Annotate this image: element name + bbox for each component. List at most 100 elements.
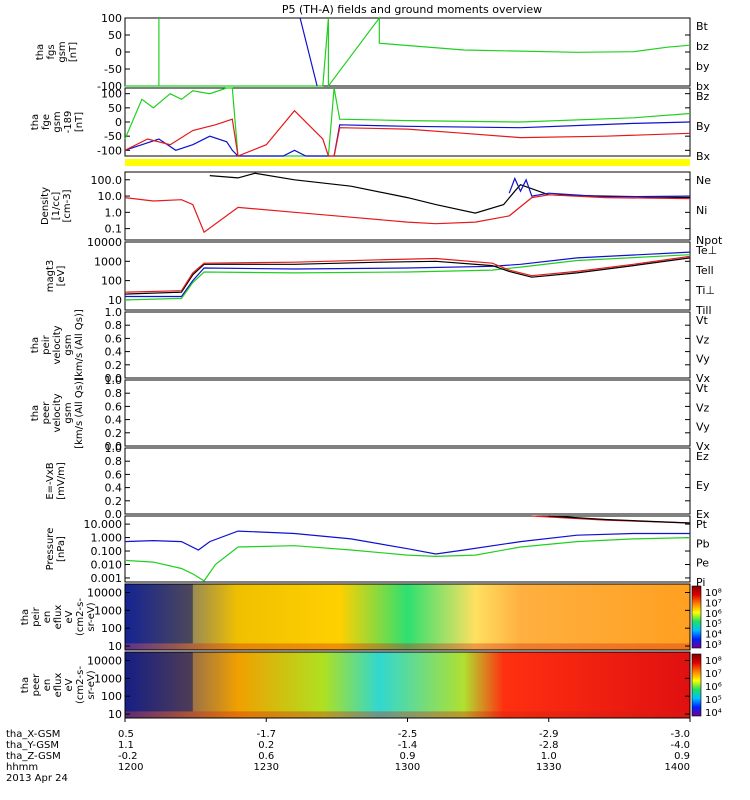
- y-tick-label: 50: [108, 102, 122, 115]
- legend-Vz: Vz: [696, 333, 710, 346]
- axis-row-value: -2.5: [398, 729, 418, 740]
- series-line-Npot: [508, 176, 691, 198]
- axis-row-value: -2.8: [539, 740, 559, 751]
- series-line-Te⊥: [124, 255, 691, 293]
- y-tick-label: 0.001: [91, 572, 123, 585]
- y-tick-label: 50: [108, 29, 122, 42]
- y-tick-label: 0.0: [105, 440, 123, 453]
- axis-row-value: -4.0: [670, 740, 690, 751]
- y-axis-label: [nT]: [74, 112, 85, 132]
- y-axis-label: tha: [30, 337, 41, 353]
- axis-row-value: 0.6: [258, 751, 274, 762]
- y-axis-label: en: [42, 679, 53, 692]
- axis-row-label: hhmm: [6, 762, 38, 773]
- series-line-Ne: [124, 194, 691, 234]
- y-axis-label: [km/s (All Qs)]: [74, 377, 85, 449]
- series-line-Tell: [124, 257, 691, 295]
- y-axis-label: [1/cc]: [51, 192, 62, 221]
- y-axis-label: -189: [63, 111, 74, 134]
- y-axis-label: peir: [41, 334, 52, 354]
- y-tick-label: 0: [115, 46, 122, 59]
- colorbar-tick-label: 10⁷: [705, 669, 722, 680]
- legend-Npot: Npot: [696, 234, 723, 247]
- y-axis-label: eflux: [53, 605, 64, 630]
- panel-fgs: 100 50 0 -50 -100 tha fgs gsm [nT] Bt bz by bx: [35, 12, 710, 93]
- legend-Vx: Vx: [696, 440, 711, 453]
- y-axis-label: gsm: [63, 334, 74, 355]
- colorbar-tick-label: 10⁴: [705, 630, 722, 641]
- y-tick-label: 10: [108, 708, 122, 721]
- y-tick-label: 10000: [87, 236, 122, 249]
- y-axis-label: en: [42, 611, 53, 624]
- series-line-Ni: [209, 172, 691, 214]
- y-tick-label: 0.4: [105, 482, 123, 495]
- panel-frame: [124, 87, 691, 157]
- axis-row-value: 0.9: [674, 751, 690, 762]
- time-axis: tha_X-GSM 0.5 -1.7 -2.5 -2.9 -3.0 tha_Y-GSM 1.1…: [6, 718, 691, 784]
- legend-Pt: Pt: [696, 518, 708, 531]
- y-tick-label: 0.0: [105, 508, 123, 521]
- y-axis-label: magt3: [45, 260, 56, 293]
- axis-row-value: 0.9: [400, 751, 416, 762]
- status-bar: [125, 159, 690, 166]
- noisy-region: [125, 584, 193, 644]
- colorbar-tick-label: 10⁶: [705, 682, 722, 693]
- y-axis-label: fgs: [46, 44, 57, 59]
- y-axis-label: tha: [20, 609, 31, 625]
- y-axis-label: tha: [35, 44, 46, 60]
- y-tick-label: 0.6: [105, 332, 123, 345]
- legend-Ey: Ey: [696, 479, 710, 492]
- colorbar-tick-label: 10⁵: [705, 619, 722, 630]
- legend-Vy: Vy: [696, 421, 710, 434]
- y-tick-label: -100: [97, 144, 122, 157]
- y-tick-label: 10000: [87, 587, 122, 600]
- y-tick-label: 0.4: [105, 414, 123, 427]
- y-tick-label: 0.6: [105, 468, 123, 481]
- legend-Vy: Vy: [696, 353, 710, 366]
- y-tick-label: 0.6: [105, 400, 123, 413]
- y-axis-label: peir: [31, 606, 42, 626]
- axis-row-value: 1330: [536, 762, 561, 773]
- y-axis-label: eV: [64, 678, 75, 691]
- series-line-by: [125, 16, 691, 88]
- y-axis-label: tha: [30, 114, 41, 130]
- plot-title: P5 (TH-A) fields and ground moments over…: [282, 3, 542, 16]
- y-tick-label: 0.2: [105, 427, 123, 440]
- y-tick-label: 0.8: [105, 319, 123, 332]
- y-tick-label: 0.1: [105, 223, 123, 236]
- noisy-region: [125, 652, 193, 712]
- legend-Te⊥: Te⊥: [695, 244, 717, 257]
- y-tick-label: 10000: [87, 655, 122, 668]
- axis-row-value: -2.9: [539, 729, 559, 740]
- panel-frame: [124, 515, 691, 583]
- series-line-Bx: [124, 121, 691, 157]
- series-line-Pi: [124, 530, 690, 555]
- legend-Ez: Ez: [696, 450, 709, 463]
- legend-Ex: Ex: [696, 508, 710, 521]
- colorbar-tick-label: 10³: [705, 640, 722, 651]
- y-tick-label: 0.010: [91, 558, 123, 571]
- y-tick-label: -50: [104, 63, 122, 76]
- y-axis-label: [nT]: [68, 42, 79, 62]
- colorbar: [691, 653, 702, 717]
- axis-row-value: -1.4: [398, 740, 418, 751]
- panel-frame: [124, 311, 691, 379]
- y-axis-label: [mV/m]: [56, 462, 67, 500]
- y-tick-label: 10.0: [98, 190, 123, 203]
- y-tick-label: 1000: [94, 255, 122, 268]
- colorbar-tick-label: 10⁸: [705, 588, 722, 599]
- colorbar-tick-label: 10⁴: [705, 708, 722, 719]
- y-axis-label: peer: [41, 401, 52, 425]
- legend-Ti⊥: Ti⊥: [695, 284, 715, 297]
- legend-Pb: Pb: [696, 537, 710, 550]
- panel-frame: [124, 379, 691, 447]
- legend-Bz: Bz: [696, 90, 710, 103]
- axis-row-value: 0.5: [118, 729, 134, 740]
- axis-row-value: 1.1: [118, 740, 134, 751]
- panel-frame: [124, 583, 691, 651]
- y-tick-label: 0.2: [105, 495, 123, 508]
